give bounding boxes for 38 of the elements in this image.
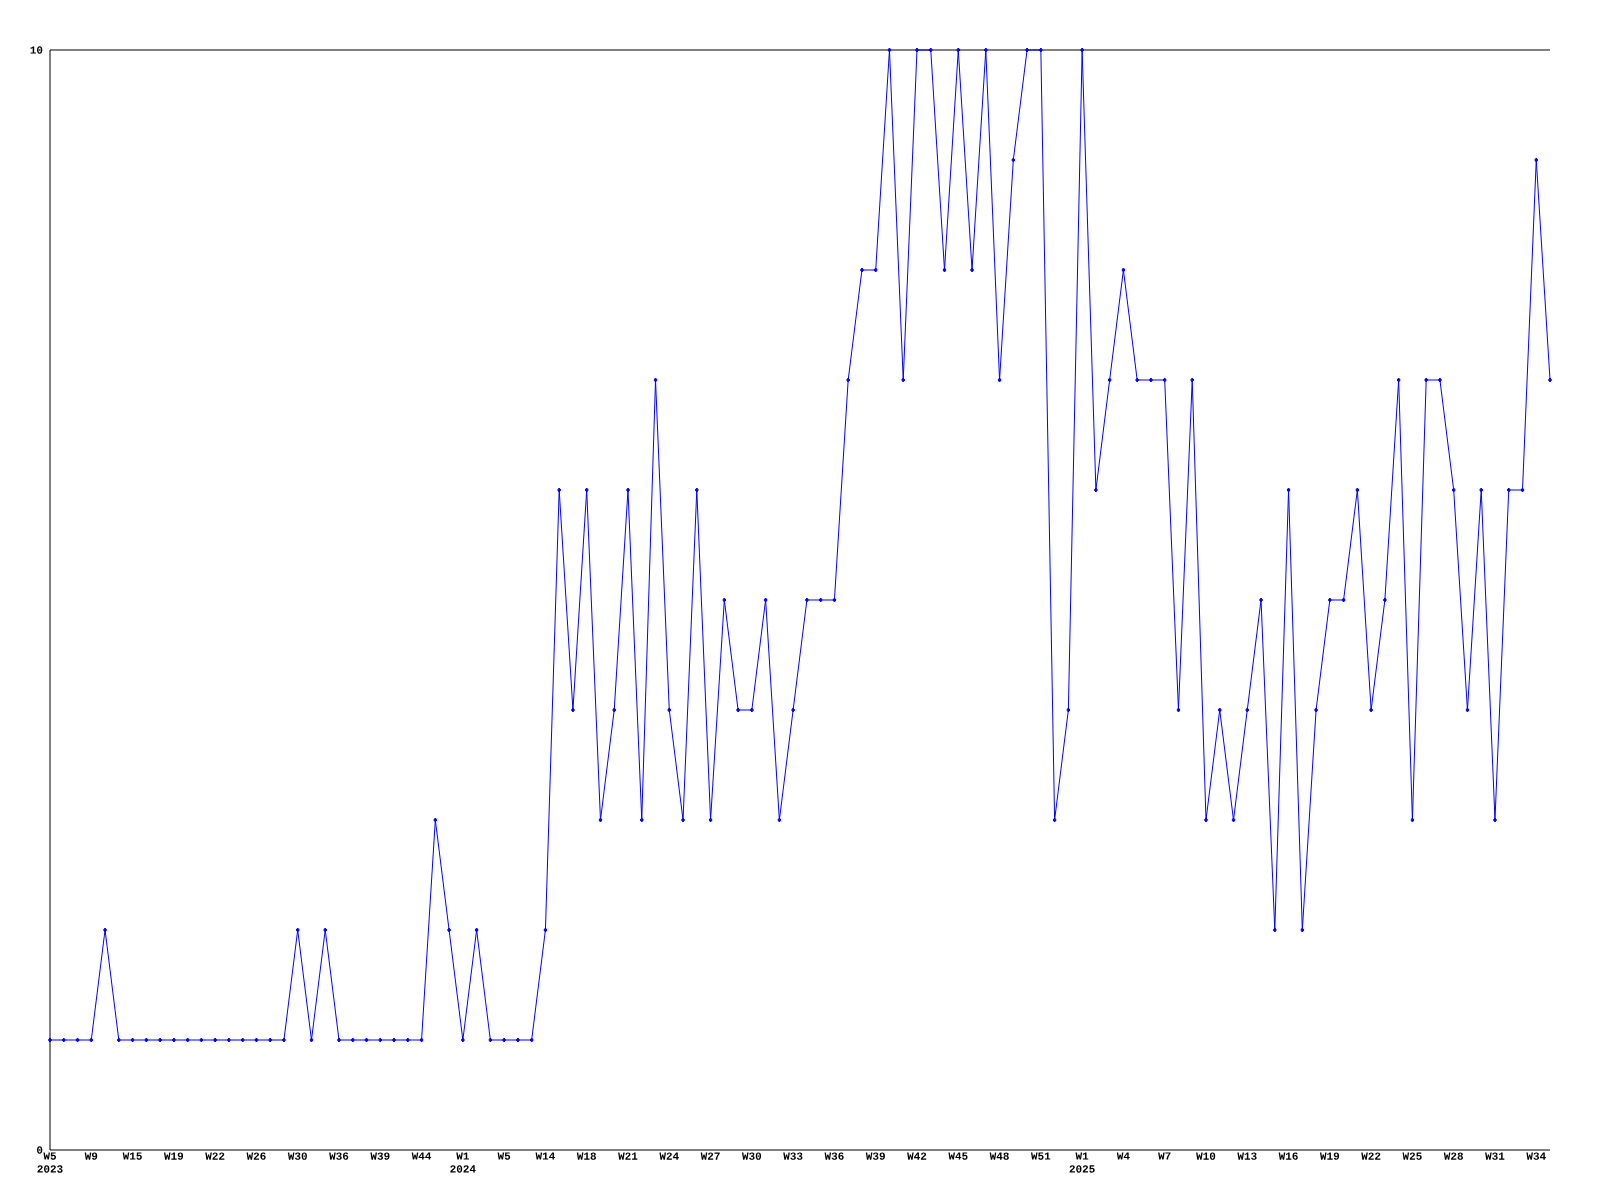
x-tick-label: W14 (535, 1152, 555, 1160)
x-tick-label: W30 (741, 1152, 762, 1160)
x-tick-label: W19 (1319, 1152, 1340, 1160)
x-tick-label: W36 (329, 1152, 349, 1160)
x-tick-label: W18 (576, 1152, 596, 1160)
x-tick-label: W31 (1485, 1152, 1505, 1160)
x-tick-label: W48 (989, 1152, 1009, 1160)
x-tick-label: W16 (1278, 1152, 1298, 1160)
x-tick-label: W4 (1116, 1152, 1130, 1160)
x-tick-label: W21 (618, 1152, 638, 1160)
x-tick-label: W28 (1443, 1152, 1463, 1160)
x-tick-label: W19 (163, 1152, 184, 1160)
x-tick-label: W45 (948, 1152, 968, 1160)
x-tick-label: W15 (122, 1152, 142, 1160)
y-tick-label: 0 (37, 1146, 43, 1154)
x-tick-label: W9 (84, 1152, 98, 1160)
x-tick-label: W22 (1361, 1152, 1381, 1160)
x-tick-label: W34 (1526, 1152, 1546, 1160)
x-tick-label: W22 (205, 1152, 225, 1160)
x-tick-label: W42 (907, 1152, 927, 1160)
x-tick-label: W26 (246, 1152, 266, 1160)
x-tick-label: W1 2025 (1069, 1152, 1095, 1173)
x-tick-label: W44 (411, 1152, 432, 1160)
x-tick-label: W10 (1196, 1152, 1216, 1160)
x-tick-label: W1 2024 (450, 1152, 476, 1173)
x-tick-label: W25 (1402, 1152, 1422, 1160)
x-tick-label: W36 (824, 1152, 844, 1160)
x-tick-label: W13 (1237, 1152, 1257, 1160)
x-tick-label: W27 (700, 1152, 720, 1160)
x-tick-label: W51 (1030, 1152, 1051, 1160)
x-tick-label: W39 (370, 1152, 390, 1160)
x-tick-label: W7 (1158, 1152, 1171, 1160)
y-tick-label: 10 (30, 46, 43, 54)
x-tick-label: W33 (783, 1152, 803, 1160)
x-tick-label: W5 (497, 1152, 511, 1160)
x-tick-label: W30 (287, 1152, 307, 1160)
x-tick-label: W39 (865, 1152, 885, 1160)
x-tick-label: W24 (659, 1152, 679, 1160)
